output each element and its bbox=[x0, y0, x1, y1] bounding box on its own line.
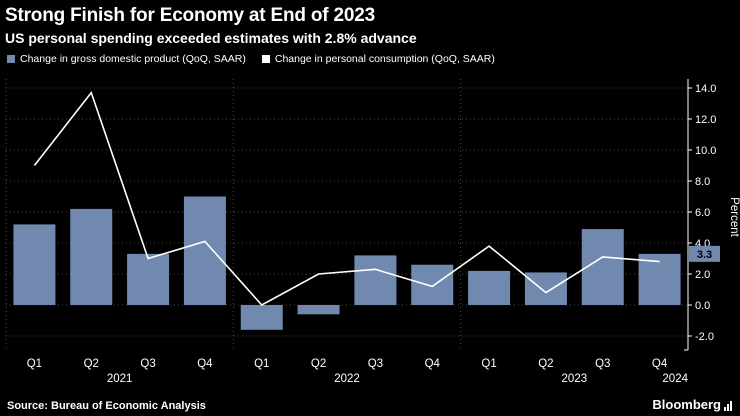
legend-item-consumption: Change in personal consumption (QoQ, SAA… bbox=[261, 52, 495, 65]
consumption-line bbox=[33, 90, 660, 306]
y-tick-label: 10.0 bbox=[695, 145, 716, 157]
last-value-badge bbox=[689, 245, 720, 262]
x-tick-label: Q3 bbox=[595, 358, 610, 370]
legend-label-gdp: Change in gross domestic product (QoQ, S… bbox=[20, 52, 246, 65]
gdp-bar bbox=[297, 304, 340, 315]
year-label-end: 2024 bbox=[662, 373, 688, 385]
chart-subtitle: US personal spending exceeded estimates … bbox=[5, 29, 417, 46]
bloomberg-logo: Bloomberg bbox=[652, 397, 732, 412]
gdp-bar bbox=[411, 264, 454, 305]
consumption-swatch-icon bbox=[261, 54, 270, 63]
bloomberg-wordmark: Bloomberg bbox=[652, 397, 721, 412]
y-tick-label: 8.0 bbox=[695, 176, 710, 188]
y-tick-label: 14.0 bbox=[695, 83, 716, 95]
gdp-bar bbox=[127, 253, 170, 305]
gdp-bar bbox=[240, 304, 283, 330]
source-note: Source: Bureau of Economic Analysis bbox=[7, 400, 206, 412]
y-tick-label: -2.0 bbox=[695, 331, 714, 343]
y-tick-label: 6.0 bbox=[695, 207, 710, 219]
chart-footer: Source: Bureau of Economic Analysis Bloo… bbox=[7, 397, 732, 412]
year-label: 2023 bbox=[562, 373, 588, 385]
gdp-bar bbox=[581, 228, 624, 305]
x-tick-label: Q1 bbox=[254, 358, 269, 370]
year-label: 2021 bbox=[107, 373, 133, 385]
legend-item-gdp: Change in gross domestic product (QoQ, S… bbox=[7, 53, 246, 65]
gdp-bar bbox=[13, 224, 56, 305]
x-tick-label: Q2 bbox=[84, 358, 99, 370]
y-tick-label: 0.0 bbox=[695, 300, 710, 312]
x-tick-label: Q1 bbox=[481, 358, 496, 370]
gdp-bar bbox=[70, 208, 113, 305]
chart-header: Strong Finish for Economy at End of 2023… bbox=[0, 0, 740, 46]
gdp-bar bbox=[638, 253, 681, 305]
y-tick-label: 2.0 bbox=[695, 269, 710, 281]
y-axis-title: Percent bbox=[728, 197, 740, 237]
x-tick-label: Q4 bbox=[425, 358, 441, 370]
year-label: 2022 bbox=[334, 373, 360, 385]
gdp-bar bbox=[524, 272, 567, 305]
gdp-bar bbox=[183, 196, 226, 305]
gdp-bar bbox=[354, 255, 397, 305]
chart-title: Strong Finish for Economy at End of 2023 bbox=[5, 5, 375, 26]
chart-legend: Change in gross domestic product (QoQ, S… bbox=[7, 53, 740, 65]
x-tick-label: Q4 bbox=[197, 358, 213, 370]
y-tick-label: 12.0 bbox=[695, 114, 716, 126]
x-tick-label: Q2 bbox=[538, 358, 553, 370]
last-value-badge-text: 3.3 bbox=[697, 249, 712, 261]
x-tick-label: Q3 bbox=[140, 358, 155, 370]
x-tick-label: Q4 bbox=[652, 358, 668, 370]
gdp-bar bbox=[468, 270, 511, 305]
x-tick-label: Q1 bbox=[27, 358, 42, 370]
chart-plot-area: 14.012.010.08.06.04.02.00.0-2.0PercentQ1… bbox=[5, 78, 740, 385]
x-tick-label: Q3 bbox=[368, 358, 383, 370]
gdp-swatch-icon bbox=[7, 54, 15, 63]
legend-label-consumption: Change in personal consumption (QoQ, SAA… bbox=[274, 52, 495, 65]
bloomberg-chart-icon bbox=[724, 401, 732, 411]
x-tick-label: Q2 bbox=[311, 358, 326, 370]
